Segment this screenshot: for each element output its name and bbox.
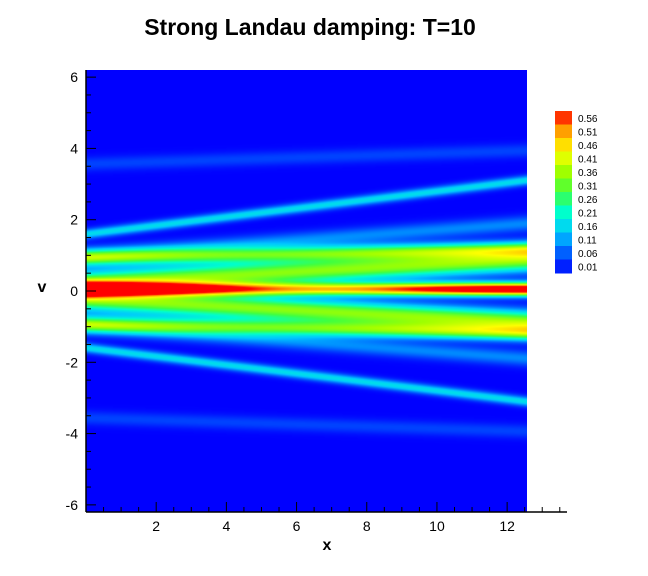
y-tick-label: 4	[70, 140, 78, 156]
colorbar-segment	[555, 246, 572, 260]
x-tick-label: 2	[152, 518, 160, 534]
colorbar-segment	[555, 138, 572, 152]
colorbar-segment	[555, 232, 572, 247]
colorbar-label: 0.21	[578, 208, 598, 219]
colorbar-label: 0.56	[578, 114, 598, 125]
x-tick-label: 12	[499, 518, 515, 534]
colorbar-segment	[555, 259, 572, 274]
x-tick-label: 8	[363, 518, 371, 534]
x-tick-label: 6	[293, 518, 301, 534]
y-tick-label: -4	[66, 426, 79, 442]
x-tick-label: 4	[222, 518, 230, 534]
colorbar-label: 0.06	[578, 249, 598, 260]
colorbar-label: 0.31	[578, 181, 598, 192]
colorbar-label: 0.11	[578, 235, 597, 246]
colorbar: 0.56 0.51 0.46 0.41 0.36 0.31 0.26 0.21 0.16 0.11…	[555, 111, 598, 274]
colorbar-label: 0.41	[578, 154, 598, 165]
y-tick-label: 6	[70, 69, 78, 85]
colorbar-label: 0.26	[578, 195, 598, 206]
y-tick-label: 0	[70, 283, 78, 299]
colorbar-segment	[555, 219, 572, 233]
colorbar-segment	[555, 165, 572, 179]
x-axis-label: x	[323, 537, 332, 554]
colorbar-label: 0.46	[578, 141, 598, 152]
colorbar-segment	[555, 178, 572, 193]
y-tick-label: 2	[70, 212, 78, 228]
plot-area	[86, 70, 527, 512]
heatmap-field	[86, 70, 527, 512]
colorbar-segment	[555, 205, 572, 220]
colorbar-segment	[555, 124, 572, 139]
axes: 2 4 6 8 10 12 -6 -4 -2 0 2 4 6	[66, 69, 567, 534]
colorbar-label: 0.16	[578, 222, 598, 233]
colorbar-segment	[555, 111, 572, 125]
y-tick-label: -2	[66, 354, 79, 370]
colorbar-label: 0.51	[578, 127, 598, 138]
colorbar-label: 0.36	[578, 168, 598, 179]
colorbar-segment	[555, 192, 572, 206]
x-tick-label: 10	[429, 518, 445, 534]
chart-title: Strong Landau damping: T=10	[144, 14, 476, 40]
y-axis-label: v	[38, 279, 47, 296]
colorbar-segment	[555, 151, 572, 166]
y-tick-label: -6	[66, 497, 79, 513]
colorbar-label: 0.01	[578, 262, 598, 273]
